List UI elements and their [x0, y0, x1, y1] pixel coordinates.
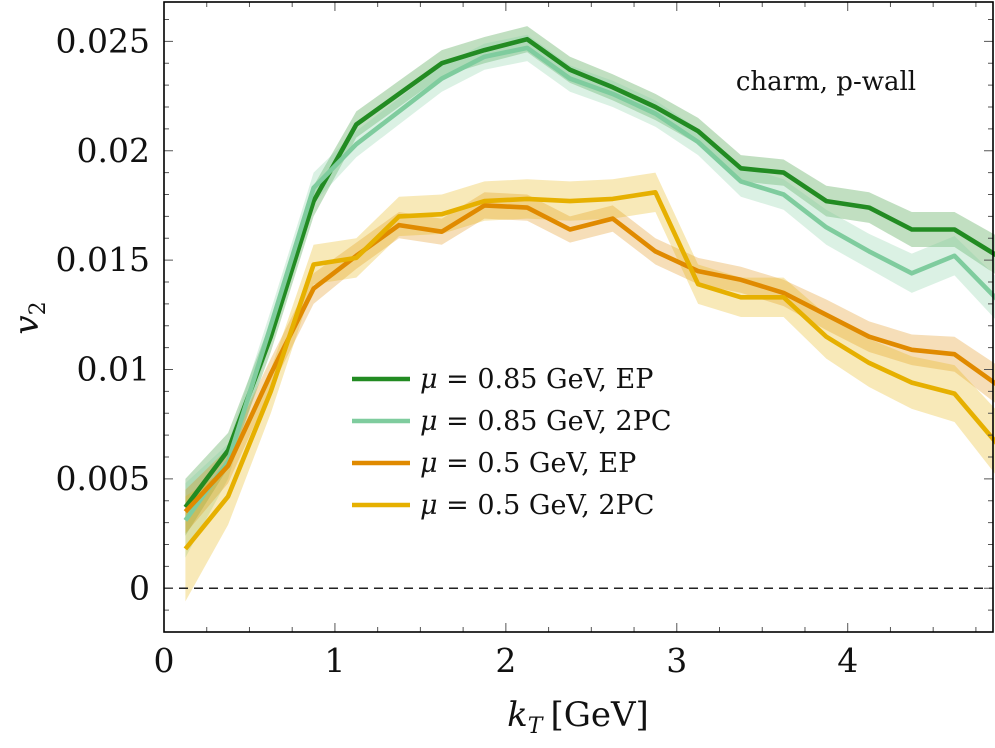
legend-label: μ = 0.5 GeV, 2PC	[420, 490, 654, 521]
legend-text: = 0.5 GeV, EP	[438, 448, 637, 479]
y-tick-label: 0	[129, 568, 150, 607]
x-axis-unit: [GeV]	[550, 695, 648, 735]
legend-label: μ = 0.85 GeV, EP	[420, 364, 653, 395]
y-axis-symbol: v	[7, 315, 47, 334]
y-tick-label: 0.005	[56, 459, 150, 498]
legend-label: μ = 0.5 GeV, EP	[420, 448, 636, 479]
legend-text: = 0.85 GeV, 2PC	[438, 406, 672, 437]
legend-symbol: μ	[420, 364, 438, 395]
series-lines	[183, 36, 995, 551]
x-tick-label: 0	[154, 641, 175, 680]
x-tick-label: 2	[495, 641, 516, 680]
legend-text: = 0.5 GeV, 2PC	[438, 490, 655, 521]
x-axis-subscript: T	[528, 714, 545, 739]
series-line-1	[183, 45, 995, 522]
legend-text: = 0.85 GeV, EP	[438, 364, 654, 395]
legend-symbol: μ	[420, 406, 438, 437]
x-tick-label: 4	[837, 641, 858, 680]
y-axis-subscript: 2	[26, 301, 51, 315]
plot-frame	[163, 1, 994, 633]
y-tick-label: 0.01	[77, 350, 150, 389]
y-tick-label: 0.015	[56, 240, 150, 279]
x-tick-label: 1	[324, 641, 345, 680]
x-axis-title: kT [GeV]	[507, 695, 649, 739]
tick-labels: 0 1 2 3 4 0 0.005 0.01 0.015 0.02 0.025	[56, 21, 859, 680]
y-tick-label: 0.025	[56, 21, 150, 60]
y-axis-title: v2	[7, 301, 51, 334]
series-line-0	[183, 36, 995, 509]
y-tick-label: 0.02	[77, 131, 150, 170]
legend-label: μ = 0.85 GeV, 2PC	[420, 406, 672, 437]
x-tick-label: 3	[666, 641, 687, 680]
x-axis-symbol: k	[507, 695, 528, 735]
series-line-2	[183, 203, 995, 514]
legend-symbol: μ	[420, 448, 438, 479]
plot-annotation: charm, p-wall	[736, 67, 916, 97]
series-line-3	[183, 190, 995, 551]
legend-symbol: μ	[420, 490, 438, 521]
